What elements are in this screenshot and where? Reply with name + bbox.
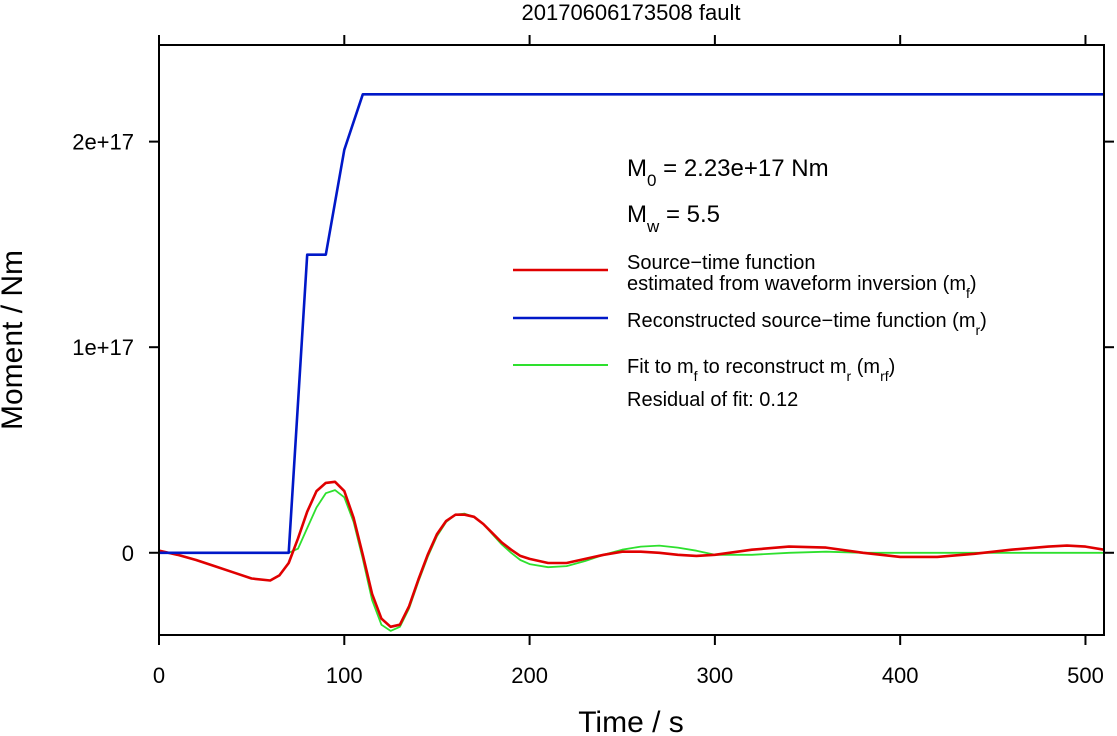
subscript: 0 <box>647 171 656 190</box>
residual-annotation: Residual of fit: 0.12 <box>627 389 798 411</box>
legend-label-fit: Fit to mf to reconstruct mr (mrf) <box>627 356 895 384</box>
x-tick-label: 0 <box>153 663 165 688</box>
y-axis-label: Moment / Nm <box>0 250 29 430</box>
subscript: w <box>646 217 660 236</box>
subscript: rf <box>880 368 889 384</box>
x-tick-label: 300 <box>697 663 734 688</box>
annotation-layer: M0 = 2.23e+17 Nm Mw = 5.5 Residual of fit:… <box>627 155 829 411</box>
plot-frame <box>158 44 1105 636</box>
x-tick-label: 400 <box>882 663 919 688</box>
legend-label-reconstructed: Reconstructed source−time function (mr) <box>627 310 987 338</box>
subscript: f <box>966 285 970 301</box>
subscript: r <box>847 368 852 384</box>
y-tick-label: 1e+17 <box>72 335 134 360</box>
series-line-0 <box>159 480 1104 629</box>
y-tick-label: 2e+17 <box>72 130 134 155</box>
legend-label-source-time-function-line2: estimated from waveform inversion (mf) <box>627 273 977 301</box>
axes-layer: 0 100 200 300 400 500 0 1e+17 2e+17 <box>72 35 1114 688</box>
y-tick-label: 0 <box>122 541 134 566</box>
chart-title: 20170606173508 fault <box>522 0 741 25</box>
series-line-2 <box>159 489 1104 632</box>
x-axis-label: Time / s <box>578 706 684 736</box>
series-layer <box>159 93 1104 632</box>
x-tick-label: 500 <box>1067 663 1104 688</box>
x-tick-label: 100 <box>326 663 363 688</box>
subscript: r <box>976 322 981 338</box>
legend-label-source-time-function: Source−time function <box>627 252 815 274</box>
moment-magnitude-annotation: Mw = 5.5 <box>627 201 720 236</box>
seismic-moment-annotation: M0 = 2.23e+17 Nm <box>627 155 829 190</box>
x-tick-label: 200 <box>511 663 548 688</box>
series-line-1 <box>159 93 1104 555</box>
subscript: f <box>694 368 698 384</box>
